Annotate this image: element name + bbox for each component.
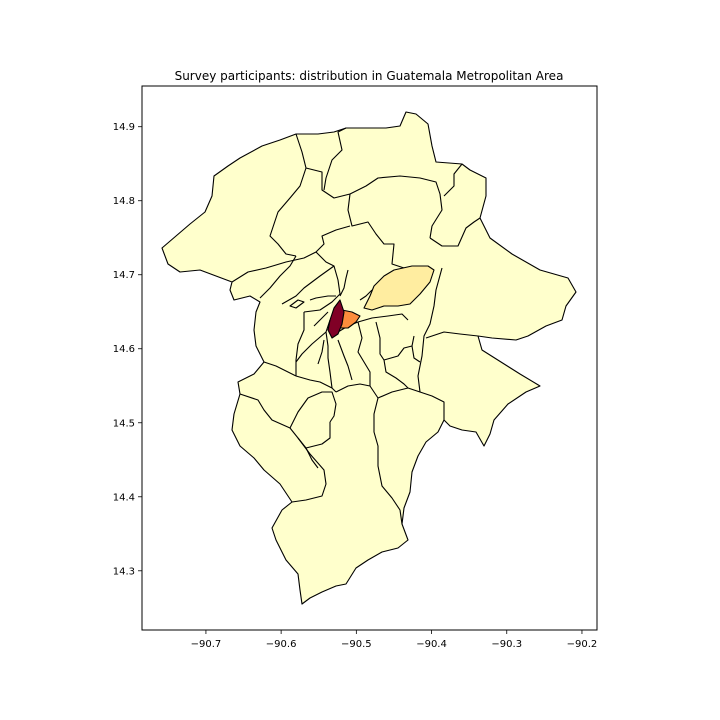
x-tick-label: −90.2 <box>567 639 598 650</box>
x-tick-label: −90.5 <box>341 639 372 650</box>
region-municipality-outer <box>161 111 577 605</box>
region-light <box>363 265 435 311</box>
y-tick-label: 14.4 <box>113 492 135 503</box>
x-axis: −90.7 −90.6 −90.5 −90.4 −90.3 −90.2 <box>191 630 598 650</box>
region-high <box>327 299 345 339</box>
y-tick-label: 14.6 <box>113 344 135 355</box>
y-axis: 14.3 14.4 14.5 14.6 14.7 14.8 14.9 <box>113 122 142 577</box>
y-tick-label: 14.5 <box>113 418 135 429</box>
x-tick-label: −90.7 <box>191 639 222 650</box>
x-tick-label: −90.4 <box>416 639 447 650</box>
y-tick-label: 14.8 <box>113 196 135 207</box>
x-tick-label: −90.3 <box>491 639 522 650</box>
y-tick-label: 14.7 <box>113 270 135 281</box>
chart-title: Survey participants: distribution in Gua… <box>175 69 564 83</box>
region-islet <box>289 299 305 309</box>
y-tick-label: 14.9 <box>113 122 135 133</box>
internal-boundaries <box>231 127 481 525</box>
x-tick-label: −90.6 <box>266 639 297 650</box>
y-tick-label: 14.3 <box>113 566 135 577</box>
axes-frame <box>141 85 598 631</box>
map-layer <box>161 111 577 605</box>
